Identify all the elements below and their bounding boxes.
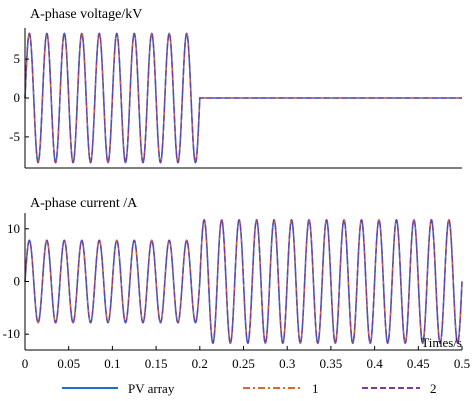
voltage-panel-title: A-phase voltage/kV — [30, 7, 142, 22]
legend-label-2: 2 — [430, 381, 437, 396]
current-y-tick-label: 0 — [14, 274, 21, 289]
x-tick-label: 0.15 — [145, 356, 168, 371]
current-y-tick-label: 10 — [7, 221, 20, 236]
voltage-panel: 5 0 -5 A-phase voltage/kV — [9, 7, 462, 169]
x-tick-label: 0.4 — [366, 356, 383, 371]
voltage-axes: 5 0 -5 — [9, 28, 462, 169]
current-series-group — [24, 218, 463, 345]
voltage-y-tick-label: -5 — [9, 129, 20, 144]
x-tick-label: 0.35 — [320, 356, 343, 371]
x-tick-label: 0.45 — [407, 356, 430, 371]
legend-label-1: 1 — [312, 381, 319, 396]
voltage-y-tick-label: 0 — [14, 90, 21, 105]
voltage-y-tick-label: 5 — [14, 51, 21, 66]
x-tick-label: 0 — [22, 356, 29, 371]
x-axis-label: Times/s — [421, 335, 462, 350]
legend: PV array 1 2 — [62, 381, 437, 396]
current-series-2-line — [24, 219, 463, 344]
legend-label-pv-array: PV array — [128, 381, 175, 396]
x-tick-label: 0.3 — [279, 356, 295, 371]
current-panel-title: A-phase current /A — [30, 196, 138, 211]
voltage-series-2-line — [24, 32, 462, 164]
x-tick-label: 0.1 — [104, 356, 120, 371]
x-tick-label: 0.05 — [57, 356, 80, 371]
x-tick-label: 0.5 — [454, 356, 470, 371]
voltage-series-group — [24, 32, 462, 164]
x-tick-label: 0.25 — [232, 356, 255, 371]
x-tick-label: 0.2 — [192, 356, 208, 371]
current-y-tick-label: -10 — [3, 326, 20, 341]
current-panel: 100-100 0.05 0.1 0.15 0.2 0.25 0.3 0.35 0.4 0.45 0… — [3, 196, 470, 371]
current-axes: 100-100 0.05 0.1 0.15 0.2 0.25 0.3 0.35 0.4 0.45 0… — [3, 213, 470, 371]
